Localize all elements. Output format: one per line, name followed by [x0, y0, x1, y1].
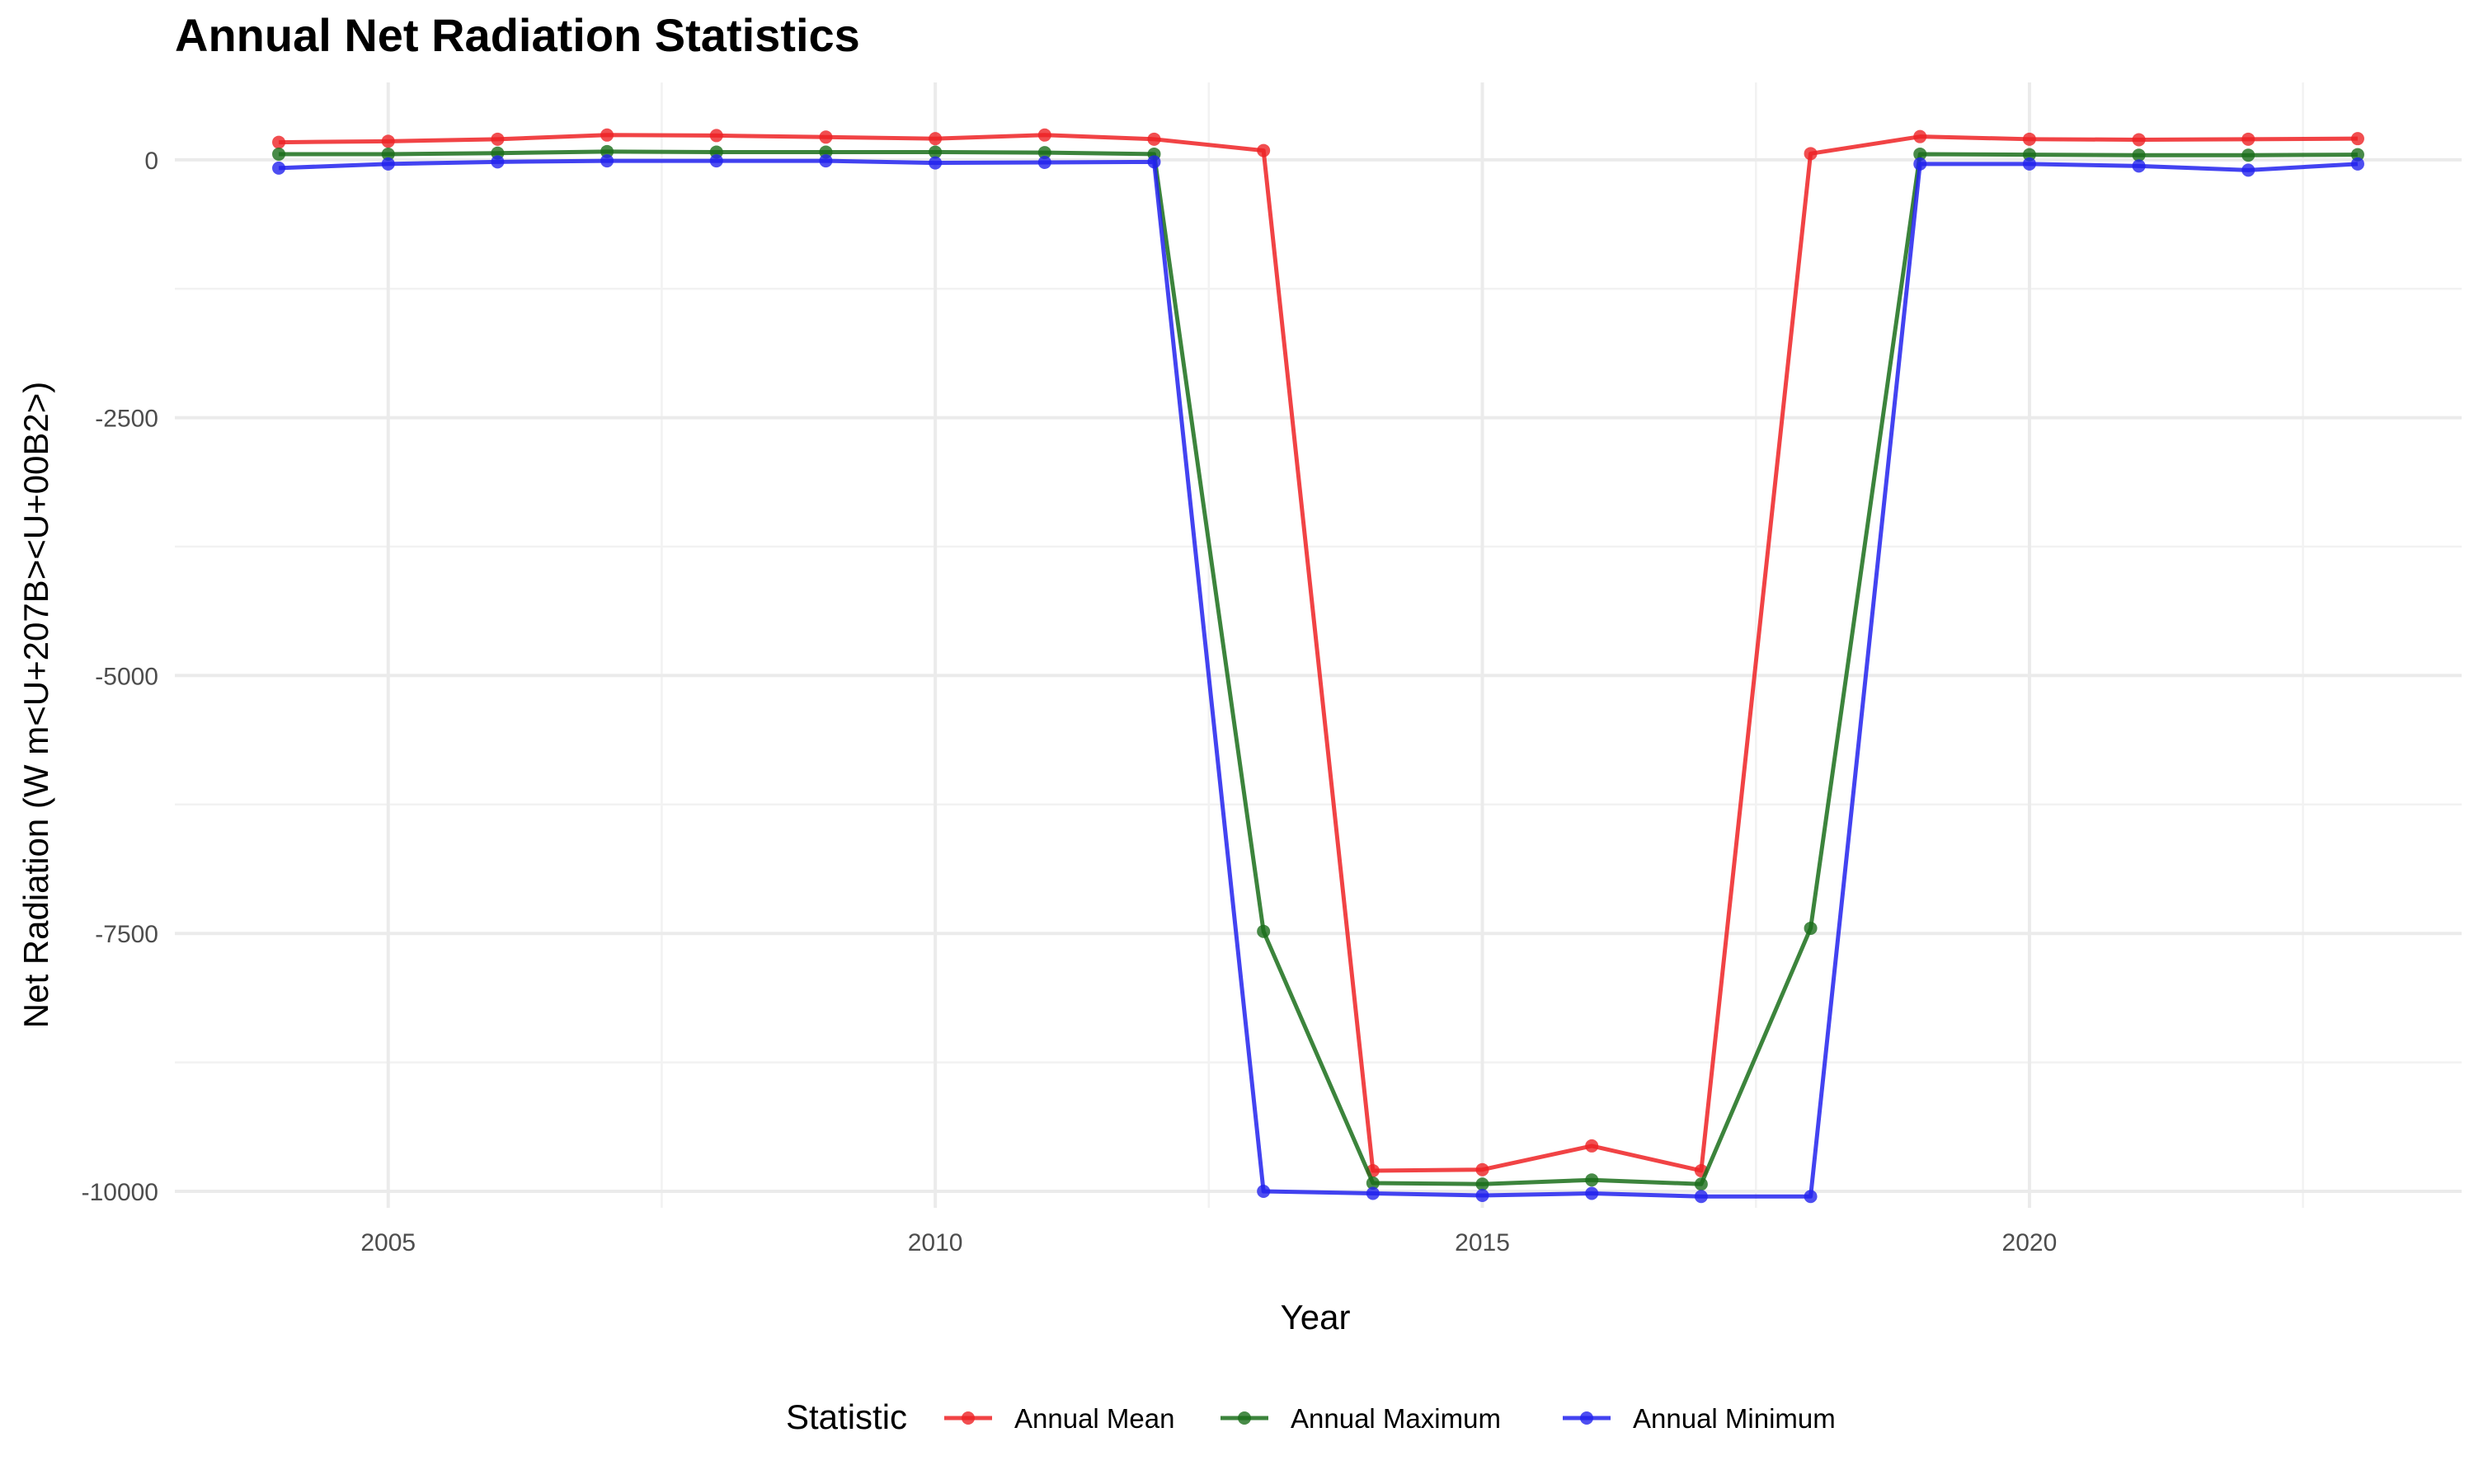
data-point-annual-minimum — [1147, 155, 1161, 169]
legend-key-point — [962, 1411, 975, 1425]
data-point-annual-maximum — [2350, 148, 2364, 162]
data-point-annual-maximum — [272, 147, 286, 161]
data-point-annual-maximum — [1913, 147, 1927, 161]
data-point-annual-minimum — [1694, 1190, 1708, 1204]
data-point-annual-maximum — [1585, 1173, 1599, 1187]
data-point-annual-minimum — [1475, 1188, 1489, 1202]
data-point-annual-minimum — [1366, 1186, 1380, 1200]
y-tick-label: -2500 — [95, 406, 158, 433]
data-point-annual-minimum — [600, 154, 614, 168]
data-point-annual-maximum — [1037, 146, 1051, 160]
data-point-annual-mean — [2241, 132, 2255, 146]
data-point-annual-minimum — [819, 154, 833, 168]
data-point-annual-minimum — [2241, 163, 2255, 177]
data-point-annual-mean — [929, 132, 943, 146]
data-point-annual-minimum — [491, 155, 505, 169]
data-point-annual-maximum — [2132, 148, 2146, 162]
data-point-annual-maximum — [381, 147, 395, 161]
data-point-annual-minimum — [381, 157, 395, 171]
chart-title: Annual Net Radiation Statistics — [175, 9, 860, 61]
data-point-annual-mean — [1913, 129, 1927, 143]
series-line-annual-mean — [279, 133, 2358, 1173]
axis-ticks: 0 -2500 -5000 -7500 -10000 2005 2010 2015 2020 — [82, 148, 2058, 1256]
data-point-annual-mean — [1147, 132, 1161, 146]
legend-title: Statistic — [786, 1397, 907, 1436]
data-point-annual-mean — [381, 134, 395, 148]
data-point-annual-maximum — [2022, 148, 2036, 162]
data-point-annual-mean — [2350, 132, 2364, 146]
data-point-annual-mean — [272, 135, 286, 149]
data-point-annual-maximum — [1475, 1177, 1489, 1191]
data-point-annual-mean — [819, 130, 833, 144]
data-point-annual-maximum — [2241, 148, 2255, 162]
data-point-annual-mean — [2132, 133, 2146, 147]
data-point-annual-minimum — [1913, 157, 1927, 171]
data-point-annual-minimum — [2350, 157, 2364, 171]
legend-key-point — [1580, 1411, 1593, 1425]
data-point-annual-maximum — [929, 145, 943, 159]
data-point-annual-maximum — [1694, 1177, 1708, 1191]
legend: Statistic Annual Mean Annual Maximum Annua… — [786, 1397, 1836, 1436]
data-point-annual-minimum — [272, 161, 286, 175]
legend-label: Annual Minimum — [1633, 1403, 1836, 1434]
data-point-annual-minimum — [2022, 157, 2036, 171]
y-tick-label: -7500 — [95, 921, 158, 948]
data-point-annual-mean — [1585, 1139, 1599, 1153]
data-point-annual-minimum — [929, 156, 943, 170]
data-point-annual-mean — [1257, 143, 1271, 157]
data-point-annual-mean — [1804, 147, 1818, 161]
data-point-annual-mean — [1037, 128, 1051, 142]
x-tick-label: 2020 — [2002, 1229, 2058, 1256]
series-lines — [272, 128, 2364, 1204]
data-point-annual-minimum — [1804, 1190, 1818, 1204]
data-point-annual-minimum — [2132, 159, 2146, 173]
y-axis-title: Net Radiation (W m<U+207B><U+00B2>) — [16, 382, 55, 1028]
legend-item-annual-mean: Annual Mean — [944, 1403, 1174, 1434]
series-line-annual-maximum — [279, 149, 2358, 1186]
data-point-annual-mean — [600, 128, 614, 142]
data-point-annual-mean — [2022, 132, 2036, 146]
legend-key-point — [1238, 1411, 1251, 1425]
legend-label: Annual Maximum — [1291, 1403, 1501, 1434]
data-point-annual-minimum — [709, 154, 723, 168]
data-point-annual-maximum — [1257, 924, 1271, 938]
data-point-annual-mean — [1475, 1162, 1489, 1176]
y-tick-label: -10000 — [82, 1179, 158, 1206]
data-point-annual-maximum — [1366, 1176, 1380, 1190]
data-point-annual-maximum — [600, 144, 614, 158]
x-tick-label: 2010 — [908, 1229, 963, 1256]
x-tick-label: 2005 — [360, 1229, 416, 1256]
data-point-annual-minimum — [1257, 1184, 1271, 1198]
data-point-annual-mean — [491, 132, 505, 146]
data-point-annual-minimum — [1585, 1186, 1599, 1200]
data-point-annual-maximum — [1804, 921, 1818, 935]
y-tick-label: 0 — [144, 148, 158, 175]
x-tick-label: 2015 — [1455, 1229, 1510, 1256]
legend-item-annual-maximum: Annual Maximum — [1221, 1403, 1501, 1434]
series-line-annual-minimum — [278, 158, 2359, 1199]
y-tick-label: -5000 — [95, 663, 158, 690]
x-axis-title: Year — [1281, 1298, 1351, 1336]
legend-item-annual-minimum: Annual Minimum — [1563, 1403, 1836, 1434]
data-point-annual-minimum — [1037, 155, 1051, 169]
legend-label: Annual Mean — [1014, 1403, 1174, 1434]
data-point-annual-mean — [709, 129, 723, 143]
